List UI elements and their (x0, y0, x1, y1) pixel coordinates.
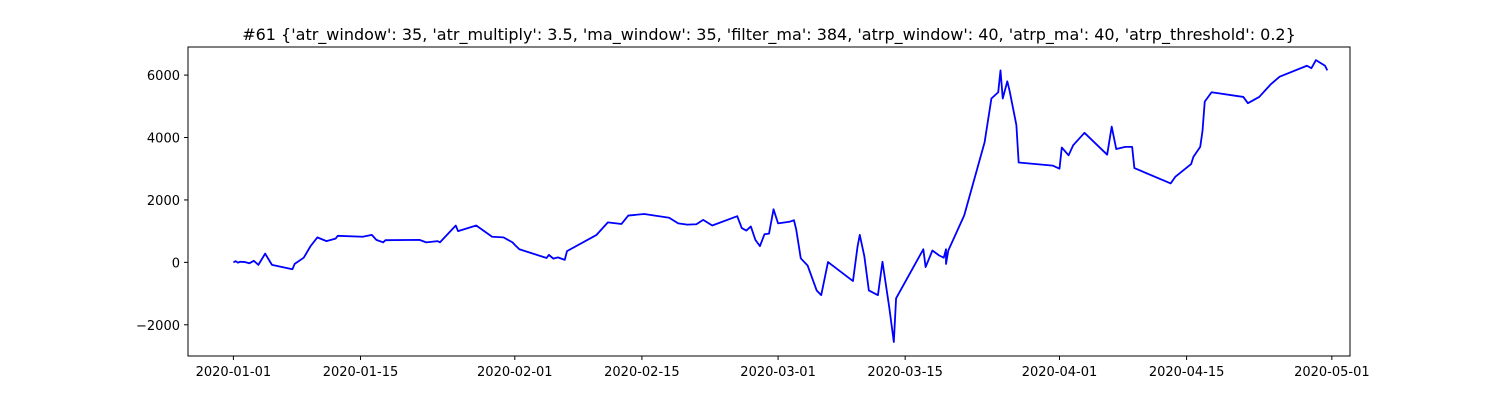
x-tick-label: 2020-04-01 (1022, 365, 1098, 380)
y-tick-label: 4000 (147, 132, 180, 147)
x-tick-label: 2020-01-15 (323, 365, 399, 380)
x-tick-label: 2020-03-15 (867, 365, 943, 380)
x-tick-label: 2020-02-15 (604, 365, 680, 380)
y-tick-label: 0 (172, 256, 180, 271)
x-tick-label: 2020-04-15 (1149, 365, 1225, 380)
y-tick-label: 6000 (147, 69, 180, 84)
chart-title: #61 {'atr_window': 35, 'atr_multiply': 3… (242, 25, 1296, 45)
plot-frame (187, 46, 1351, 357)
x-tick-label: 2020-02-01 (477, 365, 553, 380)
x-tick-label: 2020-01-01 (196, 365, 272, 380)
x-tick-label: 2020-03-01 (740, 365, 816, 380)
y-tick-label: 2000 (147, 194, 180, 209)
x-tick-label: 2020-05-01 (1294, 365, 1370, 380)
y-tick-label: −2000 (136, 319, 180, 334)
plot-area (232, 59, 1329, 343)
x-axis: 2020-01-01 2020-01-15 2020-02-01 2020-02-15… (196, 356, 1370, 380)
series-line-1 (232, 59, 1329, 343)
y-axis: −2000 0 2000 4000 6000 (136, 69, 188, 334)
